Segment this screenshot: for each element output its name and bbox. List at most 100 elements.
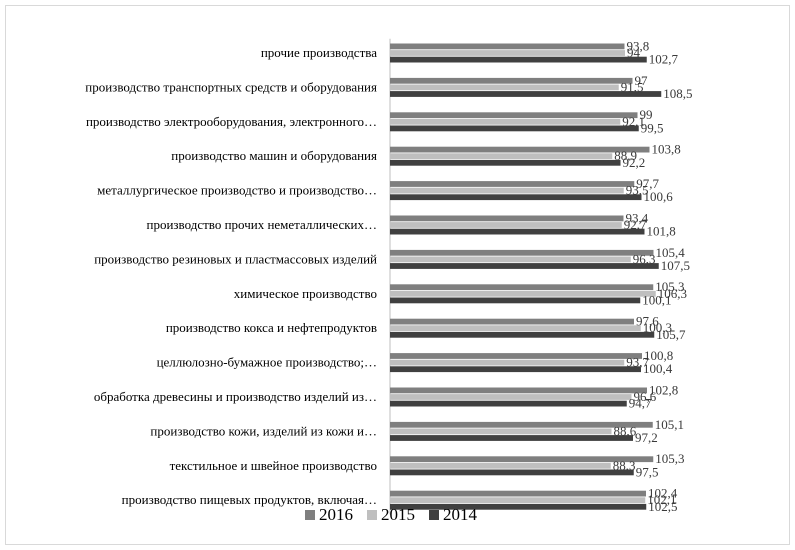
category-label: производство транспортных средств и обор… [85, 79, 377, 94]
category-label: производство кокса и нефтепродуктов [166, 320, 377, 335]
bar-2014 [390, 91, 662, 97]
category-label: производство машин и оборудования [171, 148, 377, 163]
data-label-2015: 88,9 [614, 148, 637, 163]
data-label-2015: 92,1 [622, 114, 645, 129]
bar-2016 [390, 146, 650, 153]
legend-swatch-2016 [305, 510, 315, 520]
data-label-2016: 97,7 [636, 176, 659, 191]
bar-2014 [390, 503, 647, 510]
data-label-2016: 100,8 [644, 348, 673, 363]
data-label-2015: 88,6 [614, 423, 637, 438]
bar-2014 [390, 56, 647, 63]
bar-2014 [390, 400, 627, 407]
bar-2015 [390, 497, 646, 504]
data-label-2014: 92,2 [623, 155, 646, 170]
bar-2016 [390, 43, 625, 50]
data-label-2014: 100,6 [644, 189, 674, 204]
bar-2015 [390, 118, 621, 125]
legend-label-2014: 2014 [443, 505, 478, 524]
data-label-2015: 96,6 [634, 389, 657, 404]
category-label: производство пищевых продуктов, включая… [122, 492, 377, 507]
bar-2015 [390, 394, 632, 400]
category-label: текстильное и швейное производство [170, 458, 377, 473]
bar-2015 [390, 462, 611, 469]
bar-2014 [390, 366, 641, 373]
data-label-2014: 97,5 [636, 464, 659, 479]
data-label-2014: 107,5 [661, 258, 690, 273]
bar-2014 [390, 469, 634, 476]
bar-2016 [390, 249, 654, 256]
category-label: производство кожи, изделий из кожи и… [150, 423, 377, 438]
bar-2016 [390, 215, 624, 222]
category-label: производство электрооборудования, электр… [86, 114, 377, 129]
bar-2016 [390, 77, 633, 84]
category-label: металлургическое производство и производ… [97, 183, 377, 198]
data-label-2016: 99 [640, 107, 653, 122]
data-label-2016: 97,6 [636, 314, 659, 329]
data-label-2014: 97,2 [635, 430, 658, 445]
category-label: целлюлозно-бумажное производство;… [157, 355, 377, 370]
bar-2014 [390, 228, 645, 235]
bar-2016 [390, 353, 642, 359]
data-label-2014: 108,5 [663, 86, 692, 101]
bar-2014 [390, 194, 642, 201]
bar-2014 [390, 331, 655, 338]
legend-swatch-2014 [429, 510, 439, 520]
data-label-2016: 105,4 [656, 245, 686, 260]
data-label-2016: 93,8 [627, 38, 650, 53]
bar-2016 [390, 421, 653, 428]
data-label-2015: 92,7 [624, 217, 647, 232]
bar-2014 [390, 125, 639, 132]
data-label-2016: 105,3 [655, 279, 684, 294]
category-label: химическое производство [234, 286, 377, 301]
data-label-2014: 100,4 [643, 361, 673, 376]
bar-2015 [390, 359, 625, 366]
category-label: прочие производства [261, 45, 377, 60]
bar-2015 [390, 256, 631, 263]
data-label-2014: 100,1 [642, 292, 671, 307]
bar-2014 [390, 159, 621, 166]
data-label-2014: 105,7 [656, 327, 686, 342]
data-label-2014: 102,7 [649, 52, 679, 67]
bar-2016 [390, 490, 646, 497]
bar-2015 [390, 428, 612, 435]
category-label: производство резиновых и пластмассовых и… [94, 251, 377, 266]
data-label-2015: 100,3 [643, 320, 672, 335]
data-label-2015: 102,1 [647, 492, 676, 507]
data-label-2015: 93,7 [626, 355, 649, 370]
bar-2015 [390, 222, 622, 228]
bar-2016 [390, 181, 635, 187]
bar-2015 [390, 84, 619, 91]
bar-2014 [390, 263, 659, 269]
data-label-2015: 91,5 [621, 79, 644, 94]
bar-2016 [390, 387, 647, 394]
bar-2014 [390, 297, 641, 304]
bar-2014 [390, 435, 633, 441]
legend-label-2015: 2015 [381, 505, 415, 524]
bar-2015 [390, 325, 641, 332]
data-label-2015: 93,5 [626, 183, 649, 198]
bar-2016 [390, 318, 634, 325]
legend-swatch-2015 [367, 510, 377, 520]
data-label-2016: 105,1 [655, 417, 684, 432]
bar-2015 [390, 153, 613, 160]
data-label-2015: 94 [627, 45, 641, 60]
data-label-2015: 96,3 [633, 251, 656, 266]
category-label: обработка древесины и производство издел… [94, 389, 377, 404]
data-label-2016: 97 [635, 73, 649, 88]
bar-2015 [390, 187, 624, 194]
data-label-2015: 88,3 [613, 458, 636, 473]
data-label-2016: 105,3 [655, 451, 684, 466]
bar-2015 [390, 50, 625, 56]
bar-2016 [390, 284, 654, 291]
data-label-2016: 102,4 [648, 486, 678, 501]
data-label-2014: 102,5 [648, 499, 677, 514]
data-label-2015: 106,3 [658, 286, 687, 301]
data-label-2016: 103,8 [652, 142, 681, 157]
data-label-2014: 94,7 [629, 396, 652, 411]
bar-2016 [390, 112, 638, 119]
data-label-2014: 99,5 [641, 120, 664, 135]
bar-2016 [390, 456, 654, 463]
category-label: производство прочих неметаллических… [146, 217, 377, 232]
